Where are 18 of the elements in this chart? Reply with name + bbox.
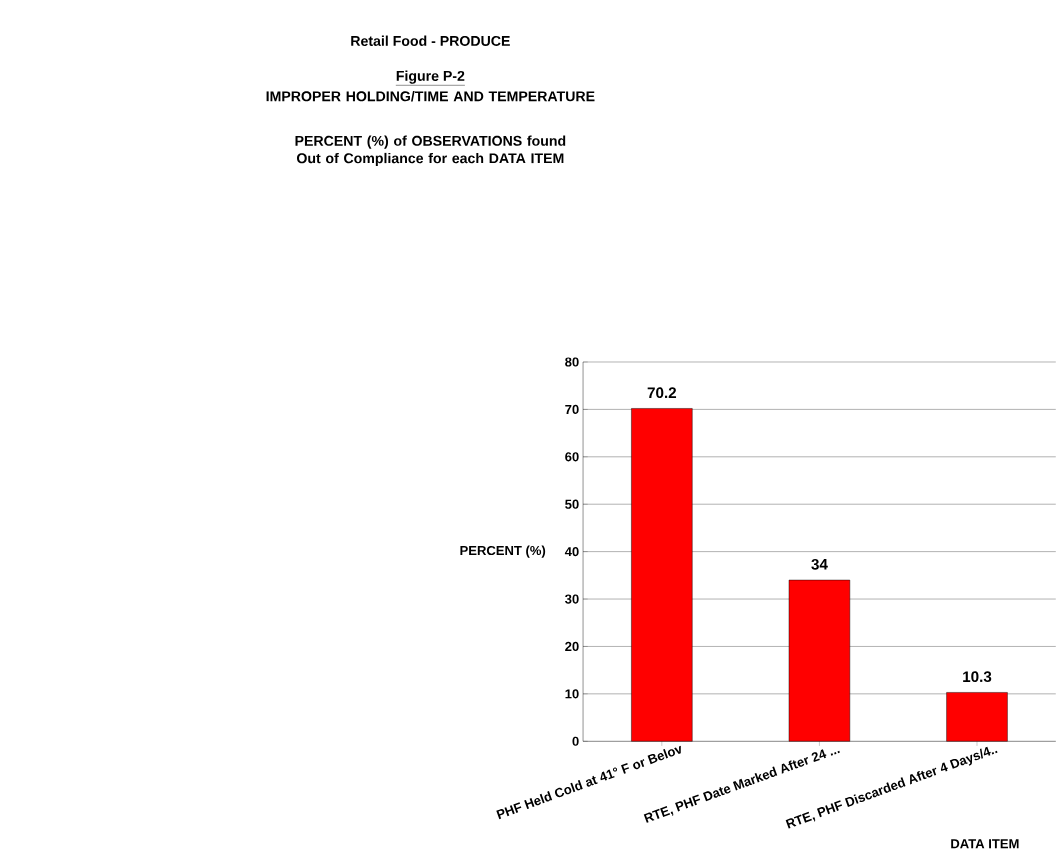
y-tick-label: 30 [565, 594, 579, 604]
text: Figure P-2 [396, 70, 465, 84]
x-axis-title: DATA ITEM [951, 839, 1019, 849]
y-tick-label: 50 [565, 499, 579, 509]
y-tick-label: 60 [565, 452, 579, 462]
y-tick-label: 0 [572, 736, 579, 746]
y-tick-label: 40 [564, 547, 579, 557]
y-tick-label: 70 [565, 404, 579, 415]
text: PERCENT (%) of OBSERVATIONS found Out of Compliance for each DATA ITEM [295, 135, 566, 167]
y-axis-title: PERCENT (%) [460, 545, 546, 558]
y-tick-label: 20 [565, 641, 579, 652]
y-tick-label: 80 [565, 357, 579, 367]
text: Retail Food - PRODUCE [351, 35, 510, 47]
text: IMPROPER HOLDING/TIME AND TEMPERATURE [266, 91, 595, 102]
data-label: 10.3 [963, 671, 992, 683]
data-label: 34 [811, 559, 828, 570]
y-tick-label: 10 [565, 689, 579, 699]
data-label: 70.2 [647, 387, 677, 399]
